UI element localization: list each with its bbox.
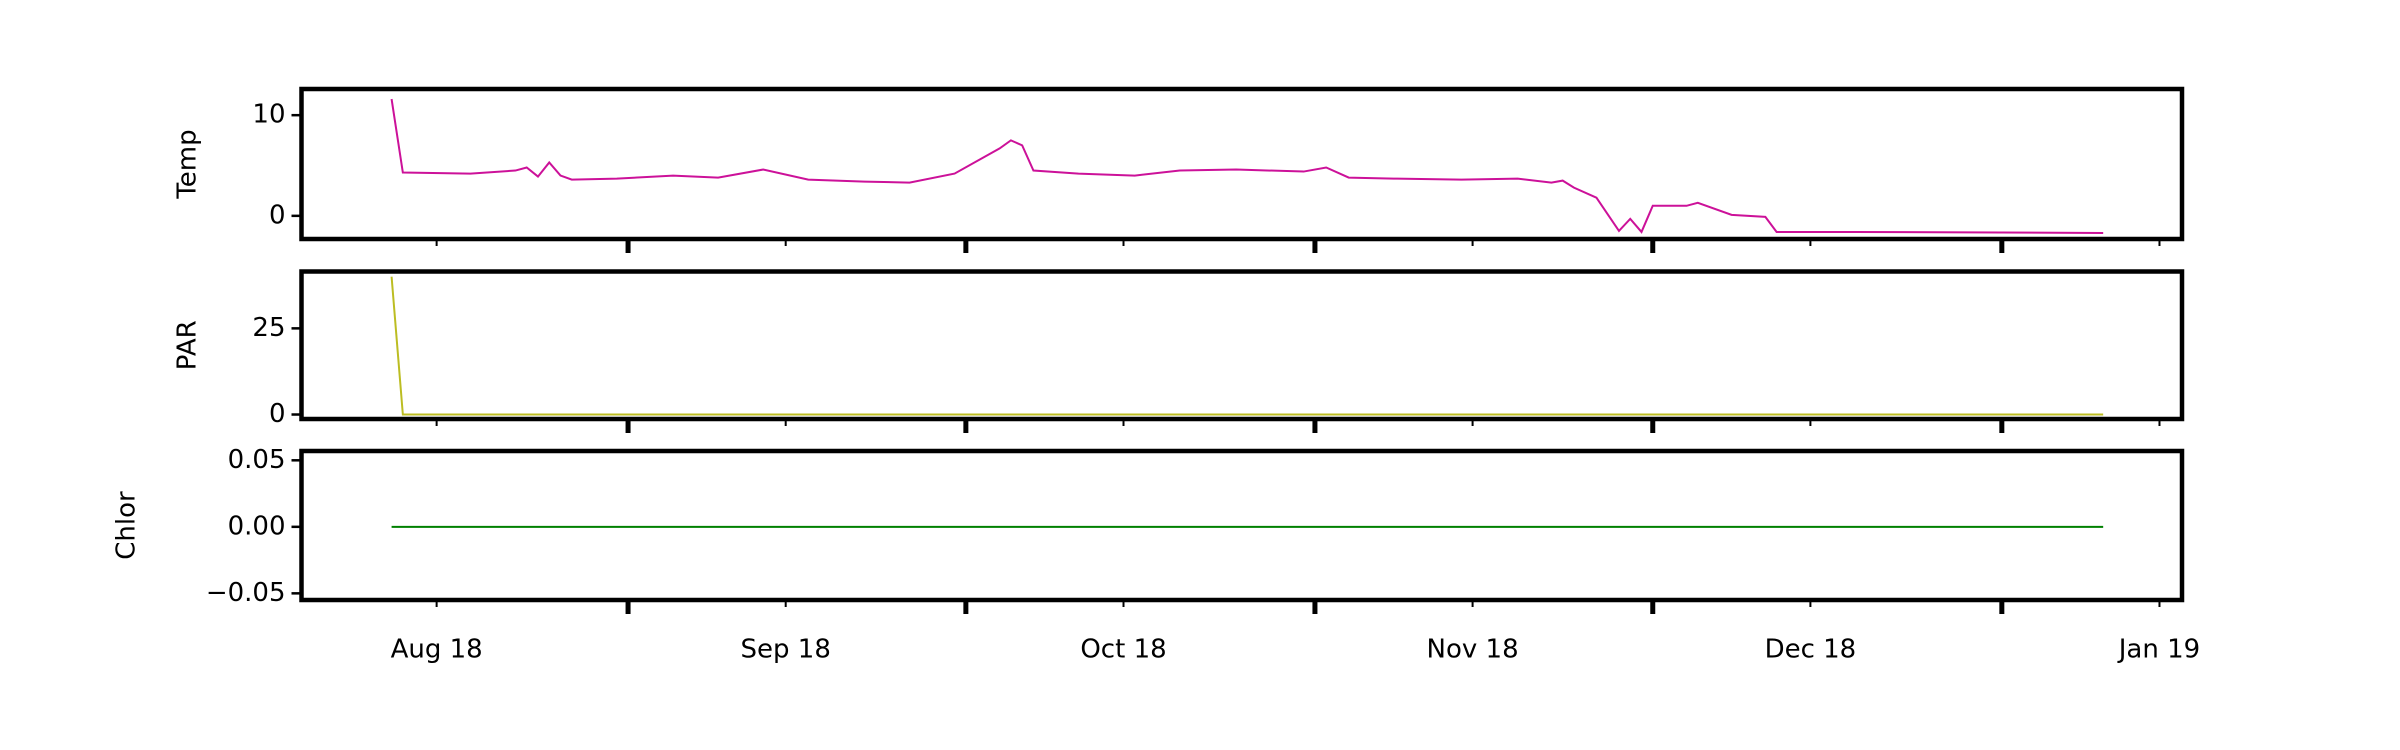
y-tick-label: 0 xyxy=(269,200,286,230)
plot-frame xyxy=(299,86,2185,242)
y-axis-label: PAR xyxy=(173,320,203,370)
x-tick-label: Aug 18 xyxy=(391,635,483,665)
data-line xyxy=(390,98,2104,234)
plot-frame xyxy=(299,269,2185,422)
y-tick-label: 10 xyxy=(252,100,285,130)
data-line xyxy=(390,276,2104,416)
y-tick-label: −0.05 xyxy=(206,578,286,608)
plot-frame xyxy=(299,448,2185,603)
x-tick-label: Oct 18 xyxy=(1080,635,1166,665)
y-axis-label: Chlor xyxy=(112,491,142,560)
x-tick-label: Jan 19 xyxy=(2117,635,2200,665)
y-axis-label: Temp xyxy=(173,129,203,199)
y-tick-label: 0 xyxy=(269,399,286,429)
y-tick-label: 0.00 xyxy=(228,511,286,541)
y-tick-label: 25 xyxy=(252,313,285,343)
x-tick-label: Dec 18 xyxy=(1765,635,1857,665)
x-tick-label: Nov 18 xyxy=(1427,635,1519,665)
x-tick-label: Sep 18 xyxy=(741,635,831,665)
y-tick-label: 0.05 xyxy=(228,445,286,475)
